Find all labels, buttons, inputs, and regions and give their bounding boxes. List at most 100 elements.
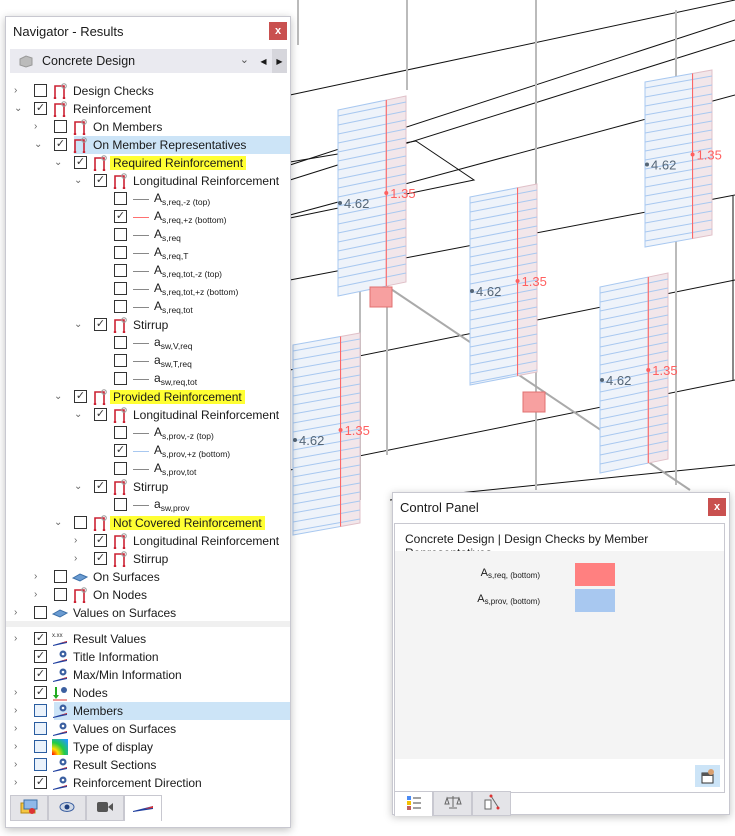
chevron-down-icon[interactable]: ⌄	[54, 391, 63, 402]
tree-item-type-of-display[interactable]: › Type of display	[6, 738, 290, 756]
checkbox[interactable]: ✓	[54, 138, 67, 151]
panel-settings-button[interactable]	[695, 765, 720, 787]
checkbox[interactable]	[114, 354, 127, 367]
tree-item-result-sections[interactable]: › Result Sections	[6, 756, 290, 774]
tree-item-longitudinal-reinforcement[interactable]: ⌄ ✓ Longitudinal Reinforcement	[6, 406, 290, 424]
tab-results[interactable]	[124, 795, 162, 821]
checkbox[interactable]	[34, 758, 47, 771]
checkbox[interactable]: ✓	[34, 776, 47, 789]
tree-item-s-prov-tot[interactable]: As,prov,tot	[6, 460, 290, 478]
chevron-down-icon[interactable]: ⌄	[14, 103, 23, 114]
checkbox[interactable]: ✓	[94, 174, 107, 187]
tree-item-reinforcement[interactable]: ⌄ ✓ Reinforcement	[6, 100, 290, 118]
tree-item-required-reinforcement[interactable]: ⌄ ✓ Required Reinforcement	[6, 154, 290, 172]
checkbox[interactable]	[114, 192, 127, 205]
chevron-right-icon[interactable]: ›	[14, 705, 18, 716]
checkbox[interactable]: ✓	[94, 552, 107, 565]
checkbox[interactable]	[34, 84, 47, 97]
tab-balance[interactable]	[433, 791, 472, 816]
chevron-right-icon[interactable]: ›	[14, 741, 18, 752]
chevron-right-icon[interactable]: ›	[14, 687, 18, 698]
tree-item-on-surfaces[interactable]: › On Surfaces	[6, 568, 290, 586]
tree-item-max-min-information[interactable]: ✓ Max/Min Information	[6, 666, 290, 684]
tree-item-stirrup[interactable]: ⌄ ✓ Stirrup	[6, 478, 290, 496]
tree-item-title-information[interactable]: ✓ Title Information	[6, 648, 290, 666]
checkbox[interactable]	[114, 228, 127, 241]
tree-item-s-req-t[interactable]: As,req,T	[6, 244, 290, 262]
checkbox[interactable]	[114, 498, 127, 511]
checkbox[interactable]	[114, 336, 127, 349]
tree-item-s-req[interactable]: As,req	[6, 226, 290, 244]
checkbox[interactable]	[114, 246, 127, 259]
chevron-right-icon[interactable]: ›	[34, 571, 38, 582]
chevron-down-icon[interactable]: ⌄	[74, 175, 83, 186]
checkbox[interactable]: ✓	[94, 408, 107, 421]
checkbox[interactable]	[114, 462, 127, 475]
checkbox[interactable]	[34, 740, 47, 753]
tree-item-s-prov-z-top[interactable]: As,prov,-z (top)	[6, 424, 290, 442]
tree-item-values-on-surfaces[interactable]: › Values on Surfaces	[6, 720, 290, 738]
tree-item-on-member-representatives[interactable]: ⌄ ✓ On Member Representatives	[6, 136, 290, 154]
tree-item-s-req-tot-z-top[interactable]: As,req,tot,-z (top)	[6, 262, 290, 280]
tree-item-s-req-z-bottom[interactable]: ✓ As,req,+z (bottom)	[6, 208, 290, 226]
tree-item-stirrup[interactable]: › ✓ Stirrup	[6, 550, 290, 568]
chevron-right-icon[interactable]: ›	[74, 553, 78, 564]
chevron-right-icon[interactable]: ›	[14, 607, 18, 618]
tree-item-sw-t-req[interactable]: asw,T,req	[6, 352, 290, 370]
tree-item-reinforcement-direction[interactable]: › ✓ Reinforcement Direction	[6, 774, 290, 792]
checkbox[interactable]	[34, 606, 47, 619]
checkbox[interactable]: ✓	[34, 668, 47, 681]
tree-item-nodes[interactable]: › ✓ Nodes	[6, 684, 290, 702]
tree-item-provided-reinforcement[interactable]: ⌄ ✓ Provided Reinforcement	[6, 388, 290, 406]
tree-item-result-values[interactable]: › ✓ x.xx Result Values	[6, 630, 290, 648]
chevron-down-icon[interactable]: ⌄	[34, 139, 43, 150]
chevron-right-icon[interactable]: ›	[14, 777, 18, 788]
tab-data[interactable]	[10, 795, 48, 821]
checkbox[interactable]	[54, 570, 67, 583]
tree-item-members[interactable]: › Members	[6, 702, 290, 720]
chevron-right-icon[interactable]: ›	[14, 85, 18, 96]
checkbox[interactable]	[34, 722, 47, 735]
checkbox[interactable]	[114, 426, 127, 439]
checkbox[interactable]: ✓	[114, 210, 127, 223]
checkbox[interactable]: ✓	[114, 444, 127, 457]
chevron-right-icon[interactable]: ›	[14, 759, 18, 770]
chevron-right-icon[interactable]: ›	[34, 589, 38, 600]
checkbox[interactable]	[74, 516, 87, 529]
tab-color-legend[interactable]	[394, 791, 433, 816]
tree-item-s-prov-z-bottom[interactable]: ✓ As,prov,+z (bottom)	[6, 442, 290, 460]
tree-item-values-on-surfaces[interactable]: › Values on Surfaces	[6, 604, 290, 622]
checkbox[interactable]	[114, 264, 127, 277]
checkbox[interactable]: ✓	[74, 390, 87, 403]
tree-item-sw-v-req[interactable]: asw,V,req	[6, 334, 290, 352]
tree-item-sw-prov[interactable]: asw,prov	[6, 496, 290, 514]
chevron-down-icon[interactable]: ⌄	[74, 481, 83, 492]
checkbox[interactable]: ✓	[34, 650, 47, 663]
checkbox[interactable]	[54, 120, 67, 133]
tab-camera[interactable]	[86, 795, 124, 821]
module-dropdown[interactable]: Concrete Design ⌄ ◀ ▶	[10, 49, 287, 73]
previous-arrow-button[interactable]: ◀	[260, 56, 267, 66]
checkbox[interactable]: ✓	[34, 686, 47, 699]
tree-item-longitudinal-reinforcement[interactable]: › ✓ Longitudinal Reinforcement	[6, 532, 290, 550]
checkbox[interactable]: ✓	[74, 156, 87, 169]
tree-item-sw-req-tot[interactable]: asw,req,tot	[6, 370, 290, 388]
checkbox[interactable]	[54, 588, 67, 601]
checkbox[interactable]: ✓	[94, 534, 107, 547]
checkbox[interactable]	[34, 704, 47, 717]
tree-item-not-covered-reinforcement[interactable]: ⌄ Not Covered Reinforcement	[6, 514, 290, 532]
tree-item-longitudinal-reinforcement[interactable]: ⌄ ✓ Longitudinal Reinforcement	[6, 172, 290, 190]
checkbox[interactable]: ✓	[94, 480, 107, 493]
checkbox[interactable]: ✓	[34, 102, 47, 115]
tree-item-s-req-z-top[interactable]: As,req,-z (top)	[6, 190, 290, 208]
tree-item-design-checks[interactable]: › Design Checks	[6, 82, 290, 100]
chevron-right-icon[interactable]: ›	[34, 121, 38, 132]
tab-settings[interactable]	[472, 791, 511, 816]
chevron-down-icon[interactable]: ⌄	[74, 319, 83, 330]
tree-item-stirrup[interactable]: ⌄ ✓ Stirrup	[6, 316, 290, 334]
navigator-close-button[interactable]: x	[269, 22, 287, 40]
chevron-down-icon[interactable]: ⌄	[54, 157, 63, 168]
chevron-right-icon[interactable]: ›	[74, 535, 78, 546]
tree-item-s-req-tot[interactable]: As,req,tot	[6, 298, 290, 316]
